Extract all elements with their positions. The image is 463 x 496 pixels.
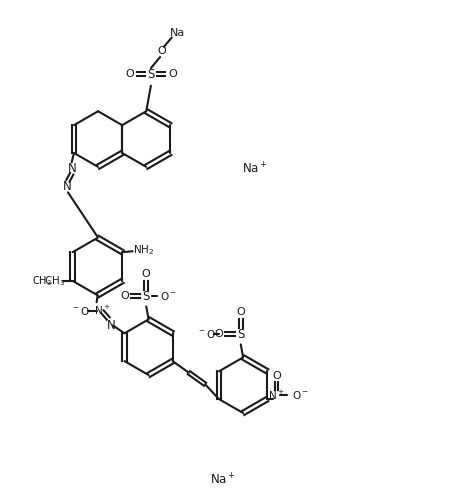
Text: $^-$O: $^-$O — [71, 305, 90, 316]
Text: Na: Na — [170, 28, 185, 38]
Text: O: O — [214, 329, 223, 339]
Text: N: N — [68, 162, 77, 175]
Text: Na$^+$: Na$^+$ — [209, 472, 235, 488]
Text: O: O — [157, 47, 166, 57]
Text: S: S — [147, 67, 154, 81]
Text: N$^+$: N$^+$ — [94, 304, 110, 317]
Text: O: O — [125, 69, 134, 79]
Text: S: S — [142, 290, 150, 303]
Text: N: N — [107, 319, 116, 332]
Text: Na$^+$: Na$^+$ — [242, 162, 268, 177]
Text: O: O — [271, 371, 280, 381]
Text: O$^-$: O$^-$ — [160, 290, 177, 302]
Text: O: O — [236, 308, 244, 317]
Text: CH$_3$: CH$_3$ — [32, 274, 52, 288]
Text: S: S — [237, 328, 244, 341]
Text: N: N — [63, 181, 71, 193]
Text: NH$_2$: NH$_2$ — [132, 243, 154, 257]
Text: O: O — [120, 291, 129, 301]
Text: O: O — [169, 69, 177, 79]
Text: N$^+$: N$^+$ — [268, 389, 284, 402]
Text: O: O — [142, 269, 150, 279]
Text: CH$_3$: CH$_3$ — [44, 274, 66, 288]
Text: $^-$O: $^-$O — [197, 328, 216, 340]
Text: O$^-$: O$^-$ — [292, 389, 308, 401]
